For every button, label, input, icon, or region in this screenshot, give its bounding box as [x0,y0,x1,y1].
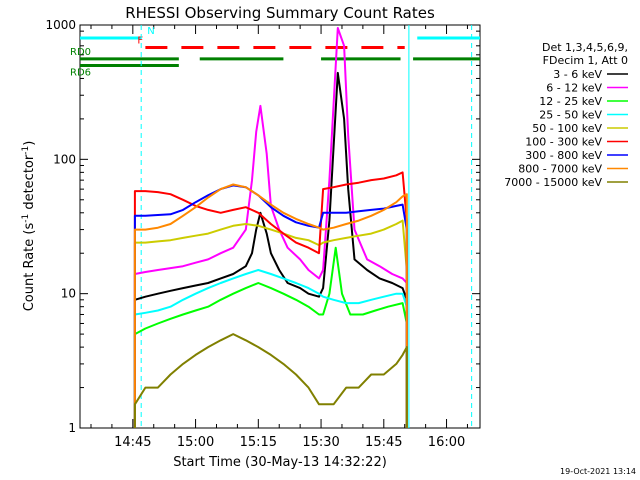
status-bar-label: N [147,26,154,37]
y-axis-label-sup: -1 [21,146,31,155]
x-tick-label: 16:00 [428,435,465,450]
y-tick-label: 1000 [45,18,76,32]
legend-header-line: FDecim 1, Att 0 [543,54,628,67]
x-axis: 14:45 15:00 15:15 15:30 15:45 16:00 [90,25,468,450]
y-axis: 1 10 100 1000 [45,18,480,435]
status-bar-label: F [137,35,143,46]
series-group [133,27,408,428]
series-line-5 [133,171,408,428]
y-tick-label: 1 [68,421,76,435]
y-tick-label: 100 [53,152,76,166]
legend: Det 1,3,4,5,6,9, FDecim 1, Att 0 3 - 6 k… [504,41,628,189]
x-tick-label: 15:30 [302,435,339,450]
legend-label: 3 - 6 keV [553,68,602,81]
x-tick-label: 15:15 [240,435,277,450]
legend-label: 100 - 300 keV [525,136,602,149]
x-tick-label: 14:45 [114,435,151,450]
series-line-3 [133,269,408,428]
x-tick-label: 15:45 [365,435,402,450]
status-bar-label: RD0 [70,47,91,58]
chart-title: RHESSI Observing Summary Count Rates [125,4,435,22]
series-line-8 [133,333,408,428]
y-axis-label-part: detector [22,154,37,214]
series-line-2 [133,246,408,428]
legend-label: 50 - 100 keV [532,122,602,135]
legend-label: 800 - 7000 keV [518,163,602,176]
generation-timestamp: 19-Oct-2021 13:14 [560,467,636,476]
legend-header-line: Det 1,3,4,5,6,9, [542,41,628,54]
legend-label: 12 - 25 keV [539,95,602,108]
y-axis-label-part: ) [22,141,37,146]
series-line-0 [133,71,408,428]
y-tick-label: 10 [61,287,76,301]
legend-label: 25 - 50 keV [539,109,602,122]
x-axis-label: Start Time (30-May-13 14:32:22) [173,455,387,470]
y-axis-label-part: Count Rate (s [22,223,37,312]
legend-label: 6 - 12 keV [546,82,602,95]
series-line-6 [133,184,408,428]
y-axis-label-sup: -1 [21,214,31,223]
y-axis-label: Count Rate (s-1 detector-1) [21,141,37,312]
plot-frame [79,24,481,429]
legend-label: 7000 - 15000 keV [504,176,602,189]
status-bar-label: RD6 [70,67,91,78]
reference-lines [140,25,473,428]
x-tick-label: 15:00 [177,435,214,450]
legend-label: 300 - 800 keV [525,149,602,162]
series-line-1 [133,27,408,428]
status-bars: NF RD0 RD6 [70,26,480,78]
series-line-7 [133,183,408,428]
